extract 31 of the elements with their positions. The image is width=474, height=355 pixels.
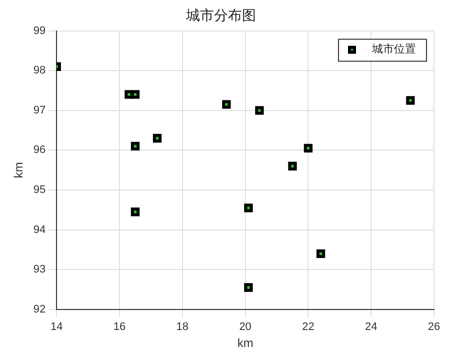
y-tick-label: 96 [33,144,46,156]
y-tick-label: 93 [33,264,46,276]
point [130,142,140,151]
point [316,249,326,258]
y-tick-label: 97 [33,104,46,116]
x-tick-label: 14 [50,321,63,334]
x-axis-title: km [237,336,254,350]
point [222,100,231,109]
point [255,106,264,115]
y-tick-label: 94 [33,224,46,236]
y-tick-label: 92 [33,303,46,316]
x-tick-label: 20 [239,321,252,334]
y-axis-title: km [12,162,26,178]
point [130,208,140,216]
point [244,204,253,212]
point [152,134,162,143]
y-tick-label: 99 [33,24,46,37]
point [130,90,140,99]
chart-title: 城市分布图 [185,8,256,24]
point [244,283,253,292]
x-tick-label: 26 [428,321,440,334]
y-tick-label: 98 [33,64,46,77]
x-tick-label: 18 [176,321,189,334]
point [304,144,313,153]
y-tick-label: 95 [33,184,46,196]
point [288,162,297,170]
x-tick-label: 22 [302,321,314,334]
point [406,96,415,105]
x-tick-label: 24 [364,321,378,334]
legend-label: 城市位置 [371,42,416,56]
x-tick-label: 16 [113,321,126,334]
